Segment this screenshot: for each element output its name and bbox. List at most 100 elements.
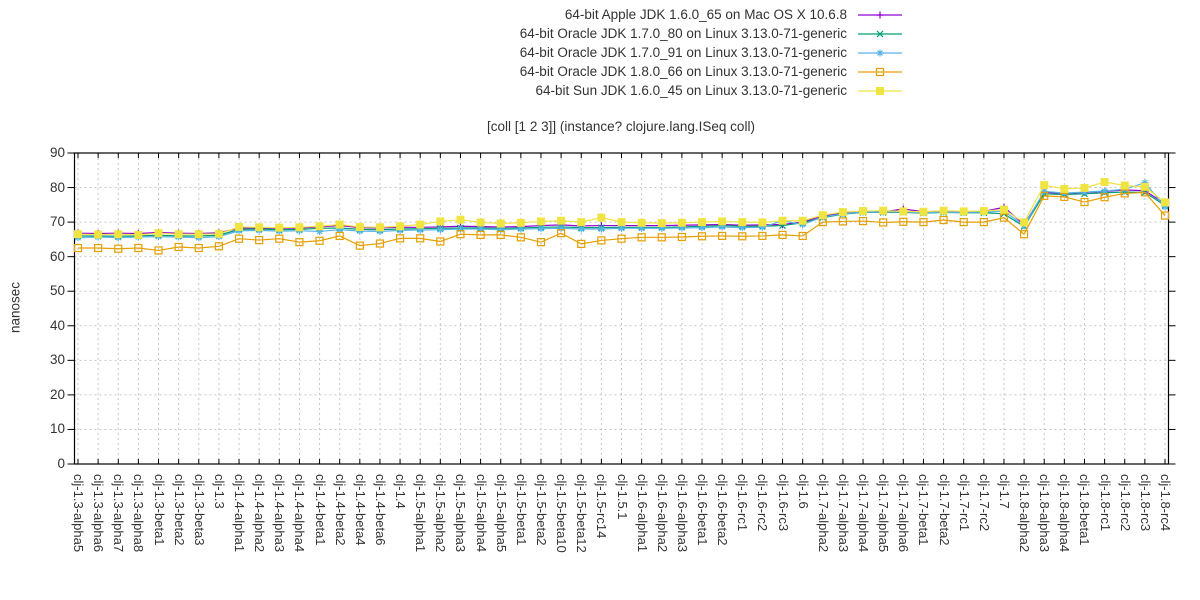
y-tick-label: 80	[49, 179, 65, 195]
filled-square-marker-icon	[1100, 178, 1109, 187]
x-tick-label: clj-1.6-beta2	[715, 474, 731, 546]
x-tick-label: clj-1.3-beta3	[191, 474, 207, 546]
open-square-marker-icon	[677, 232, 686, 242]
open-square-marker-icon	[697, 232, 707, 241]
filled-square-marker-icon	[94, 230, 103, 239]
x-tick-label: clj-1.4-alpha4	[292, 474, 308, 553]
filled-square-marker-icon	[496, 219, 505, 228]
series-line	[78, 191, 1166, 252]
y-tick-label: 60	[49, 248, 65, 264]
x-tick-label: clj-1.8-rc1	[1097, 474, 1113, 532]
open-square-marker-icon	[1019, 230, 1029, 239]
open-square-marker-icon	[154, 246, 163, 255]
filled-square-marker-icon	[154, 229, 163, 238]
filled-square-marker-icon	[295, 223, 304, 232]
asterisk-marker-icon	[477, 226, 484, 232]
line-marker-sample-icon	[858, 11, 902, 18]
open-square-marker-icon	[919, 218, 928, 227]
y-axis-title: nanosec	[7, 281, 23, 334]
filled-square-marker-icon	[134, 230, 143, 239]
open-square-marker-icon	[798, 231, 807, 241]
chart-title: [coll [1 2 3]] (instance? clojure.lang.I…	[487, 119, 755, 134]
open-square-marker-icon	[597, 236, 606, 245]
open-square-marker-icon	[134, 243, 143, 253]
filled-square-marker-icon	[778, 216, 787, 225]
filled-square-marker-icon	[677, 218, 686, 227]
x-tick-label: clj-1.6	[795, 474, 811, 509]
x-tick-label: clj-1.6-alpha3	[674, 474, 690, 553]
x-tick-label: clj-1.7-beta1	[916, 474, 932, 546]
x-tick-label: clj-1.4-beta2	[332, 474, 348, 546]
legend-label: 64-bit Oracle JDK 1.7.0_91 on Linux 3.13…	[519, 45, 847, 60]
x-tick-label: clj-1.5.1	[614, 474, 630, 520]
open-square-marker-icon	[94, 243, 103, 253]
y-tick-label: 30	[49, 352, 65, 368]
x-tick-label: clj-1.3-alpha5	[71, 474, 86, 553]
filled-square-marker-icon	[235, 222, 244, 231]
filled-square-marker-icon	[798, 216, 807, 225]
y-tick-label: 50	[49, 283, 65, 299]
x-tick-label: clj-1.5-beta2	[533, 474, 549, 546]
filled-square-marker-icon	[979, 207, 988, 216]
filled-square-marker-icon	[999, 205, 1008, 214]
x-tick-label: clj-1.4-alpha1	[232, 474, 248, 553]
filled-square-marker-icon	[1140, 182, 1149, 191]
x-tick-label: clj-1.3	[211, 474, 227, 509]
filled-square-marker-icon	[1040, 181, 1049, 190]
asterisk-marker-icon	[538, 225, 544, 232]
open-square-marker-icon	[899, 217, 908, 226]
open-square-marker-icon	[536, 238, 546, 247]
filled-square-marker-icon	[859, 207, 868, 216]
x-tick-label: clj-1.4	[393, 474, 409, 509]
filled-square-marker-icon	[959, 207, 968, 216]
open-square-marker-icon	[194, 243, 203, 253]
open-square-marker-icon	[1160, 211, 1170, 220]
x-tick-label: clj-1.3-alpha8	[131, 474, 147, 553]
x-tick-label: clj-1.8-rc2	[1117, 474, 1133, 532]
open-square-marker-icon	[577, 239, 586, 248]
x-tick-label: clj-1.5-alpha4	[473, 474, 489, 553]
filled-square-marker-icon	[476, 218, 485, 227]
filled-square-marker-icon	[74, 230, 82, 239]
x-tick-label: clj-1.5-rc14	[594, 474, 610, 539]
open-square-marker-icon	[174, 242, 183, 252]
open-square-marker-icon	[939, 215, 948, 225]
asterisk-marker-icon	[598, 226, 605, 232]
line-marker-sample-icon	[858, 49, 902, 56]
open-square-marker-icon	[476, 230, 485, 239]
x-tick-label: clj-1.5-alpha1	[413, 474, 429, 553]
filled-square-marker-icon	[355, 222, 364, 231]
open-square-marker-icon	[999, 213, 1009, 222]
filled-square-marker-icon	[919, 207, 928, 216]
x-marker-icon	[876, 30, 884, 37]
legend-label: 64-bit Oracle JDK 1.7.0_80 on Linux 3.13…	[519, 26, 847, 41]
open-square-marker-icon	[1040, 191, 1049, 200]
filled-square-marker-icon	[214, 229, 223, 238]
x-tick-label: clj-1.7-rc1	[956, 474, 972, 532]
open-square-marker-icon	[416, 234, 425, 243]
asterisk-marker-icon	[578, 226, 585, 232]
filled-square-marker-icon	[1161, 198, 1169, 207]
filled-square-marker-icon	[698, 218, 707, 227]
x-tick-label: clj-1.8-rc4	[1158, 474, 1173, 532]
open-square-marker-icon	[1060, 192, 1069, 201]
asterisk-marker-icon	[1101, 188, 1108, 194]
filled-square-marker-icon	[1060, 184, 1069, 193]
y-tick-label: 10	[49, 421, 65, 437]
line-marker-sample-icon	[858, 67, 902, 76]
asterisk-marker-icon	[877, 49, 883, 56]
open-square-marker-icon	[436, 237, 445, 246]
y-tick-label: 0	[57, 456, 65, 471]
legend-entry: 64-bit Oracle JDK 1.7.0_91 on Linux 3.13…	[0, 43, 906, 62]
asterisk-marker-icon	[618, 225, 625, 232]
x-tick-label: clj-1.5-beta12	[574, 474, 590, 553]
filled-square-marker-icon	[1020, 218, 1029, 227]
filled-square-marker-icon	[879, 206, 888, 215]
x-tick-label: clj-1.4-beta1	[312, 474, 328, 546]
y-tick-label: 90	[49, 145, 65, 160]
x-tick-label: clj-1.6-rc3	[775, 474, 791, 532]
filled-square-marker-icon	[335, 220, 344, 229]
legend-entry: 64-bit Sun JDK 1.6.0_45 on Linux 3.13.0-…	[0, 81, 906, 100]
x-tick-label: clj-1.7-beta2	[936, 474, 952, 546]
